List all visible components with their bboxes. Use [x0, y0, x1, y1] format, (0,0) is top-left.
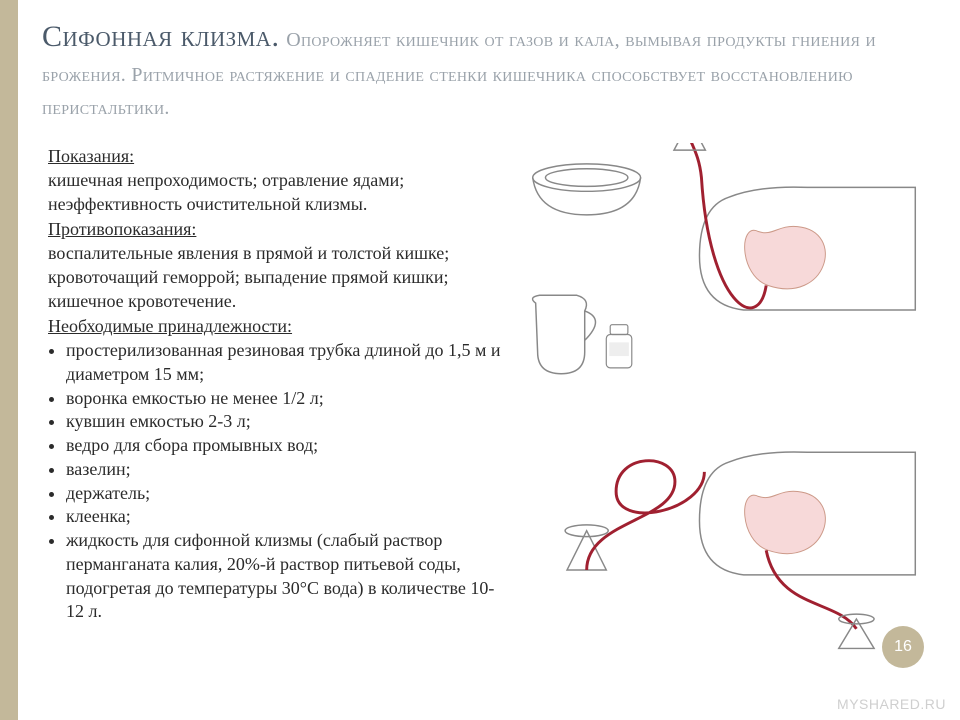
list-item: ведро для сбора промывных вод; [66, 434, 508, 458]
body-bottom-icon [699, 452, 915, 648]
vaseline-jar-icon [606, 325, 632, 368]
page-number-badge: 16 [882, 626, 924, 668]
slide-header: Сифонная клизма. Опорожняет кишечник от … [0, 0, 960, 133]
list-item: вазелин; [66, 458, 508, 482]
list-item: жидкость для сифонной клизмы (слабый рас… [66, 529, 508, 624]
illustration-column [518, 143, 930, 688]
illustration-svg [518, 143, 930, 683]
text-column: Показания: кишечная непроходимость; отра… [48, 143, 508, 688]
jug-icon [533, 295, 596, 373]
list-item: кувшин емкостью 2-3 л; [66, 410, 508, 434]
list-item: клеенка; [66, 505, 508, 529]
contra-label: Противопоказания: [48, 218, 508, 242]
list-item: держатель; [66, 482, 508, 506]
equipment-label: Необходимые принадлежности: [48, 315, 508, 339]
indications-label: Показания: [48, 145, 508, 169]
indications-text: кишечная непроходимость; отравление ядам… [48, 169, 508, 217]
slide-title: Сифонная клизма. Опорожняет кишечник от … [42, 18, 930, 123]
body-top-icon [672, 143, 915, 310]
contra-text: воспалительные явления в прямой и толсто… [48, 242, 508, 313]
watermark-text: MYSHARED.RU [837, 696, 946, 712]
page-number: 16 [894, 638, 912, 656]
funnel-tube-icon [565, 461, 704, 570]
title-main: Сифонная клизма. [42, 20, 279, 53]
list-item: простерилизованная резиновая трубка длин… [66, 339, 508, 387]
list-item: воронка емкостью не менее 1/2 л; [66, 387, 508, 411]
accent-left-bar [0, 0, 18, 720]
content-row: Показания: кишечная непроходимость; отра… [0, 133, 960, 698]
basin-icon [533, 164, 641, 215]
equipment-list: простерилизованная резиновая трубка длин… [48, 339, 508, 624]
